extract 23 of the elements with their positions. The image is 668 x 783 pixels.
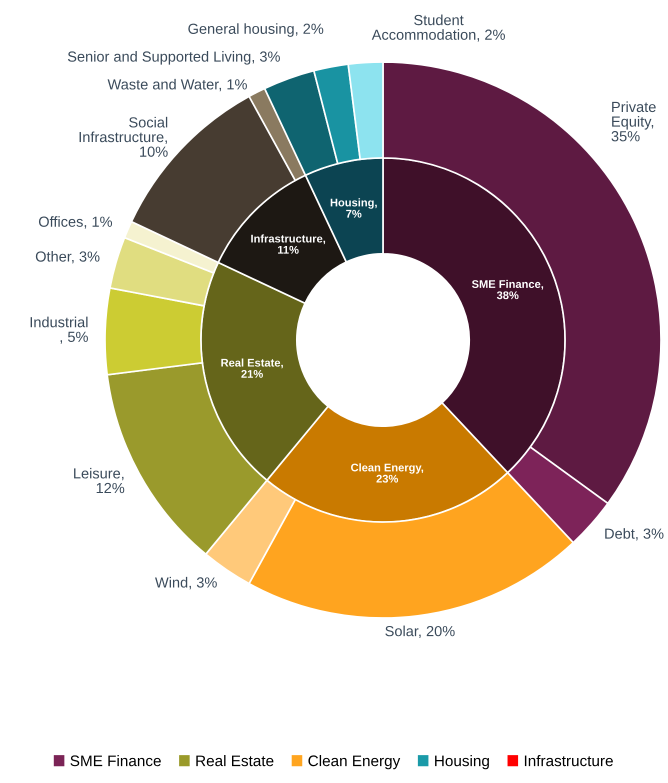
data-label: Other, 3% (36, 250, 100, 264)
data-label: SME Finance, 38% (472, 280, 544, 300)
data-label: Private Equity, 35% (612, 101, 656, 142)
data-label: Offices, 1% (38, 216, 112, 229)
category-label: SME Finance (70, 755, 161, 766)
category-label: Real Estate (196, 755, 274, 766)
data-label: Leisure, 12% (74, 468, 124, 494)
data-label: Solar, 20% (385, 626, 455, 638)
data-label: Housing, 7% (330, 198, 377, 218)
data-label: General housing, 2% (188, 23, 324, 37)
data-label: Real Estate, 21% (221, 358, 283, 378)
category-label: Housing (435, 755, 489, 770)
category-label: Clean Energy (308, 755, 400, 770)
data-label: Student Accommodation, 2% (372, 14, 505, 42)
data-label: Clean Energy, 23% (351, 463, 424, 483)
category-label: Infrastructure (524, 755, 613, 766)
data-label: Infrastructure, 11% (251, 234, 326, 254)
data-label: Wind, 3% (155, 576, 217, 590)
data-label: Debt, 3% (605, 528, 664, 541)
data-label: Industrial , 5% (30, 316, 88, 344)
data-label: Senior and Supported Living, 3% (68, 51, 280, 65)
data-label: Waste and Water, 1% (108, 78, 247, 92)
data-label: Social Infrastructure, 10% (80, 116, 168, 157)
